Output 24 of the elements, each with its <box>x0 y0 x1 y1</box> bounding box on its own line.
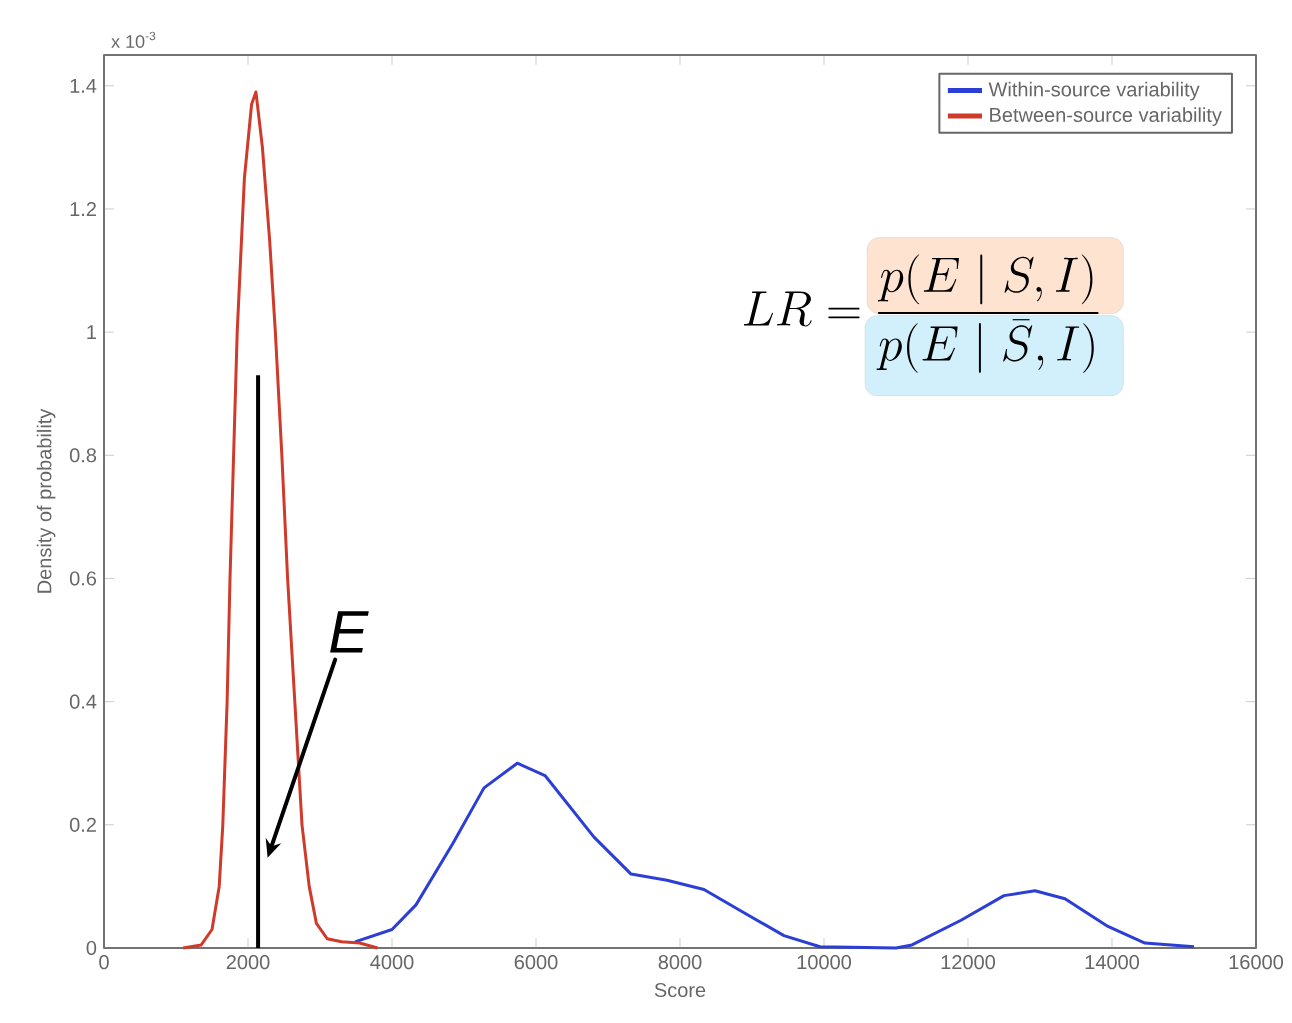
y-tick-label: 1 <box>87 325 96 339</box>
x-tick-label: 8000 <box>658 955 702 970</box>
text: x 10$^{-3}$ <box>111 31 156 48</box>
x-tick-label: 16000 <box>1229 955 1284 970</box>
legend-label: Within-source variability <box>988 81 1200 101</box>
x-tick-label: 10000 <box>797 955 852 970</box>
y-tick-label: 0.8 <box>69 448 97 463</box>
x-tick-label: 0 <box>99 955 109 970</box>
annotation: $LR = \frac{p(E \mid S, I)}{p(E \mid \bar{S}, I)}$ <box>743 254 1099 373</box>
annotation: E <box>330 611 369 653</box>
y-tick-label: 0.4 <box>69 694 97 709</box>
x-tick-label: 6000 <box>514 955 558 970</box>
y-tick-label: 1.4 <box>70 78 97 93</box>
x-tick-label: 4000 <box>370 955 414 970</box>
y-tick-label: 0.2 <box>69 817 96 832</box>
legend-label: Between-source variability <box>990 107 1222 126</box>
x-axis-title: Score <box>654 982 706 998</box>
x-tick-label: 14000 <box>1085 955 1140 970</box>
x-tick-label: 12000 <box>941 955 996 970</box>
y-tick-label: 0.6 <box>69 571 97 586</box>
y-axis-title: Density of probability <box>36 408 56 593</box>
x-tick-label: 2000 <box>226 955 270 970</box>
y-tick-label: 1.2 <box>70 201 96 216</box>
y-tick-label: 0 <box>86 940 97 956</box>
